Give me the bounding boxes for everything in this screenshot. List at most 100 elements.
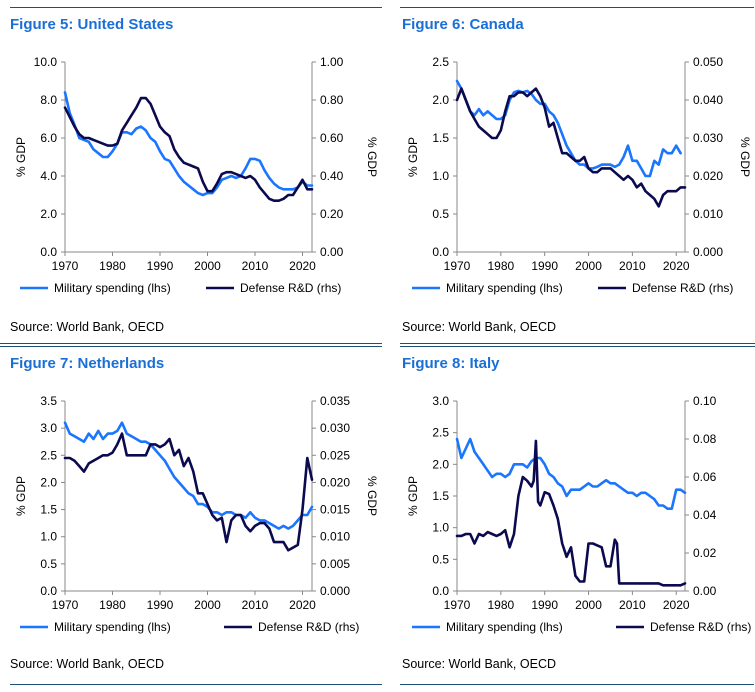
defense-rd-line bbox=[455, 87, 687, 208]
chart-svg: 0.0 2.0 4.0 6.0 8.0 10.0 0.00 0.20 0.40 0.60 0.80 1… bbox=[14, 55, 379, 295]
left-tick-label: 1.0 bbox=[432, 169, 449, 183]
left-tick-label: 1.5 bbox=[432, 489, 449, 503]
military-spending-line bbox=[63, 421, 314, 530]
right-tick-label: 0.10 bbox=[693, 394, 717, 408]
bottom-rule-right bbox=[400, 684, 754, 685]
left-tick-label: 3.5 bbox=[40, 394, 57, 408]
right-tick-label: 0.025 bbox=[320, 448, 350, 462]
left-tick-label: 6.0 bbox=[40, 131, 57, 145]
right-tick-label: 0.030 bbox=[320, 421, 350, 435]
x-tick-label: 1980 bbox=[99, 598, 126, 612]
x-tick-label: 1980 bbox=[487, 598, 514, 612]
left-tick-label: 10.0 bbox=[34, 55, 58, 69]
x-tick-label: 1990 bbox=[531, 259, 558, 273]
left-tick-label: 2.5 bbox=[40, 448, 57, 462]
x-tick-label: 1970 bbox=[52, 259, 79, 273]
defense-rd-line bbox=[63, 96, 314, 202]
right-tick-label: 1.00 bbox=[320, 55, 344, 69]
legend: Military spending (lhs) Defense R&D (rhs) bbox=[412, 281, 733, 295]
legend: Military spending (lhs) Defense R&D (rhs) bbox=[412, 620, 751, 634]
right-tick-label: 0.20 bbox=[320, 207, 344, 221]
legend-label-military: Military spending (lhs) bbox=[446, 620, 563, 634]
left-axis-title: % GDP bbox=[14, 137, 28, 177]
x-tick-label: 2000 bbox=[194, 598, 221, 612]
x-tick-label: 1980 bbox=[487, 259, 514, 273]
source-note: Source: World Bank, OECD bbox=[10, 657, 164, 671]
figure-title: Figure 7: Netherlands bbox=[10, 355, 165, 372]
left-tick-label: 0.5 bbox=[432, 552, 449, 566]
left-tick-label: 0.0 bbox=[432, 584, 449, 598]
right-axis-title: % GDP bbox=[365, 476, 379, 516]
right-tick-label: 0.08 bbox=[693, 432, 717, 446]
right-tick-label: 0.60 bbox=[320, 131, 344, 145]
x-tick-label: 2010 bbox=[619, 598, 646, 612]
left-tick-label: 2.0 bbox=[40, 207, 57, 221]
x-tick-label: 2000 bbox=[194, 259, 221, 273]
right-tick-label: 0.030 bbox=[693, 131, 723, 145]
military-spending-line bbox=[455, 437, 687, 510]
right-tick-label: 0.020 bbox=[693, 169, 723, 183]
left-tick-label: 1.0 bbox=[40, 530, 57, 544]
legend-label-military: Military spending (lhs) bbox=[54, 281, 171, 295]
right-tick-label: 0.40 bbox=[320, 169, 344, 183]
chart-panel-italy: Figure 8: Italy 0.0 0.5 1.0 1.5 2.0 2.5 3.0 0.0… bbox=[402, 351, 755, 681]
figure-title: Figure 6: Canada bbox=[402, 16, 524, 33]
defense-rd-line bbox=[63, 432, 314, 552]
right-axis-title: % GDP bbox=[738, 137, 752, 177]
chart-panel-us: Figure 5: United States 0.0 2.0 4.0 6.0 8.0 1… bbox=[10, 12, 382, 342]
left-tick-label: 0.0 bbox=[40, 584, 57, 598]
x-tick-label: 2010 bbox=[619, 259, 646, 273]
legend-label-rd: Defense R&D (rhs) bbox=[258, 620, 359, 634]
figure-title: Figure 8: Italy bbox=[402, 355, 500, 372]
legend-label-rd: Defense R&D (rhs) bbox=[240, 281, 341, 295]
right-tick-label: 0.000 bbox=[693, 245, 723, 259]
left-tick-label: 3.0 bbox=[40, 421, 57, 435]
x-tick-label: 1990 bbox=[531, 598, 558, 612]
left-tick-label: 0.5 bbox=[40, 557, 57, 571]
left-tick-label: 3.0 bbox=[432, 394, 449, 408]
right-tick-label: 0.00 bbox=[320, 245, 344, 259]
legend-label-rd: Defense R&D (rhs) bbox=[632, 281, 733, 295]
chart-svg: 0.0 0.5 1.0 1.5 2.0 2.5 3.0 3.5 0.000 0.005 0.010 0… bbox=[14, 394, 379, 634]
left-axis-title: % GDP bbox=[406, 137, 420, 177]
right-tick-label: 0.06 bbox=[693, 470, 717, 484]
x-tick-label: 2020 bbox=[663, 598, 690, 612]
x-tick-label: 2020 bbox=[289, 259, 316, 273]
defense-rd-line bbox=[455, 439, 687, 587]
left-tick-label: 2.0 bbox=[40, 475, 57, 489]
right-tick-label: 0.010 bbox=[693, 207, 723, 221]
source-note: Source: World Bank, OECD bbox=[402, 657, 556, 671]
right-tick-label: 0.040 bbox=[693, 93, 723, 107]
military-spending-line bbox=[63, 91, 314, 197]
legend: Military spending (lhs) Defense R&D (rhs) bbox=[20, 281, 341, 295]
left-axis-title: % GDP bbox=[14, 476, 28, 516]
left-tick-label: 4.0 bbox=[40, 169, 57, 183]
right-tick-label: 0.02 bbox=[693, 546, 717, 560]
left-tick-label: 2.5 bbox=[432, 426, 449, 440]
chart-svg: 0.0 0.5 1.0 1.5 2.0 2.5 0.000 0.010 0.020 0.030 0.… bbox=[406, 55, 752, 295]
legend-label-military: Military spending (lhs) bbox=[54, 620, 171, 634]
x-tick-label: 1970 bbox=[444, 598, 471, 612]
x-tick-label: 2020 bbox=[289, 598, 316, 612]
x-tick-label: 2010 bbox=[242, 598, 269, 612]
x-tick-label: 1980 bbox=[99, 259, 126, 273]
x-tick-label: 1990 bbox=[147, 259, 174, 273]
left-tick-label: 1.0 bbox=[432, 521, 449, 535]
right-tick-label: 0.04 bbox=[693, 508, 717, 522]
x-tick-label: 2010 bbox=[242, 259, 269, 273]
source-note: Source: World Bank, OECD bbox=[402, 320, 556, 334]
left-tick-label: 8.0 bbox=[40, 93, 57, 107]
legend-label-rd: Defense R&D (rhs) bbox=[650, 620, 751, 634]
right-tick-label: 0.00 bbox=[693, 584, 717, 598]
left-tick-label: 2.0 bbox=[432, 457, 449, 471]
left-tick-label: 0.5 bbox=[432, 207, 449, 221]
x-tick-label: 1970 bbox=[444, 259, 471, 273]
legend: Military spending (lhs) Defense R&D (rhs) bbox=[20, 620, 359, 634]
chart-panel-netherlands: Figure 7: Netherlands 0.0 0.5 1.0 1.5 2.0 2.5… bbox=[10, 351, 382, 681]
left-axis-title: % GDP bbox=[406, 476, 420, 516]
x-tick-label: 2020 bbox=[663, 259, 690, 273]
right-tick-label: 0.80 bbox=[320, 93, 344, 107]
x-tick-label: 1990 bbox=[147, 598, 174, 612]
bottom-rule-left bbox=[10, 684, 382, 685]
left-tick-label: 2.5 bbox=[432, 55, 449, 69]
